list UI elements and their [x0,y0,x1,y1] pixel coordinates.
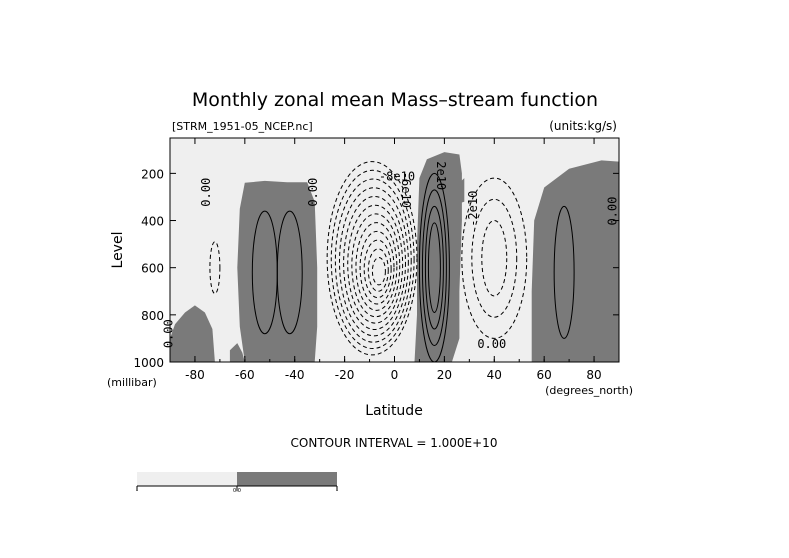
contour-label: -8e10 [379,169,415,183]
y-tick-label: 400 [141,215,164,229]
x-tick-label: -60 [235,368,255,382]
colorbar-tick-label: - [136,488,138,494]
x-tick-label: -20 [335,368,355,382]
chart-title: Monthly zonal mean Mass–stream function [192,89,598,111]
positive-region [531,160,619,362]
contour-label: -6e10 [399,172,413,208]
negative-contour [334,178,412,343]
positive-contour [276,210,303,335]
contour-label: 0.00 [161,319,175,348]
positive-contour [424,205,444,330]
x-tick-label: 0 [391,368,399,382]
units-label: (units:kg/s) [549,119,617,133]
y-axis-label: Level [110,232,126,269]
x-axis-ticks: -80 -60 -40 -20 0 20 40 60 80 [169,138,620,382]
negative-contour [330,169,415,350]
contour-interval-label: CONTOUR INTERVAL = 1.000E+10 [291,436,498,450]
y-tick-label: 600 [141,262,164,276]
negative-contour [347,204,404,324]
contour-label: 0.00 [199,178,213,207]
colorbar-tick-label: - [336,488,338,494]
colorbar-swatch-positive [237,472,337,486]
positive-contour [427,222,441,313]
x-unit-label: (degrees_north) [545,384,633,397]
y-axis-ticks: 200 400 600 800 1000 [133,167,619,370]
x-tick-label: 40 [487,368,502,382]
contour-label: -2e10 [466,191,480,227]
negative-contour [363,239,392,299]
y-tick-label: 800 [141,309,164,323]
positive-region [170,305,215,362]
contour-labels: 0.00 0.00 0.00 0.00 0.00 2e10 -2e10 -8e10-6e10 [161,161,619,351]
contour-label: 0.00 [606,197,620,226]
negative-contour [371,257,386,286]
x-axis-label: Latitude [365,403,423,419]
positive-region [229,343,245,362]
negative-contour [471,198,518,318]
negative-contour [338,187,409,337]
negative-contour [343,195,406,330]
positive-region [454,178,465,204]
x-tick-label: -80 [185,368,205,382]
negative-contour [351,213,401,318]
negative-contour [481,220,508,297]
colorbar-swatch-negative [137,472,237,486]
x-tick-label: -40 [285,368,305,382]
y-unit-label: (millibar) [107,376,157,389]
negative-contour [326,161,418,356]
negative-contour [355,222,398,311]
contour-label: 2e10 [434,161,448,190]
plot-area: 0.00 0.000.00 0.000.002e10-2e10-8e10-6e10 … [133,137,620,382]
contour-label: 0.00 [477,337,506,351]
positive-contour [553,205,575,339]
source-file-label: [STRM_1951-05_NCEP.nc] [172,120,313,133]
negative-contour [209,241,221,295]
y-tick-label: 1000 [133,356,164,370]
colorbar-tick-label: 0.0 [233,488,241,494]
contour-label: 0.00 [306,178,320,207]
y-tick-label: 200 [141,167,164,181]
x-tick-label: 60 [537,368,552,382]
colorbar: - 0.0 - [136,472,338,494]
contour-lines [209,161,575,363]
positive-region [414,152,462,362]
x-tick-label: 20 [437,368,452,382]
x-tick-label: 80 [586,368,601,382]
negative-contour [461,177,528,339]
negative-contour [367,248,389,292]
negative-contour [359,230,395,305]
positive-contour [421,189,447,346]
